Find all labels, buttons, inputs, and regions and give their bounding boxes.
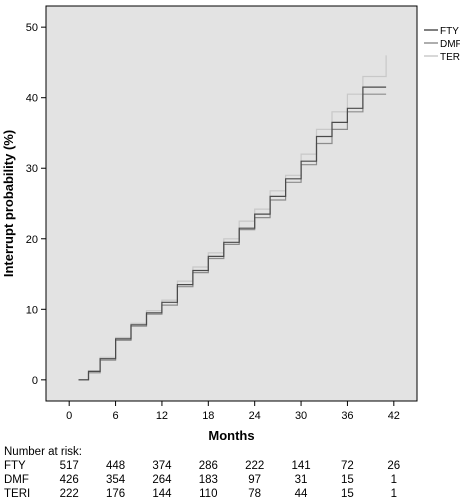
risk-cell: 78 [248,488,262,500]
legend-label: DMF [440,39,460,50]
y-axis-title: Interrupt probability (%) [1,130,16,277]
risk-row-label: FTY [4,460,26,472]
risk-cell: 144 [152,488,172,500]
y-tick-label: 10 [26,304,38,316]
risk-table: Number at risk: FTY 517 448 374 286 222 … [0,440,460,500]
risk-row-teri: TERI 222 176 144 110 78 44 15 1 [0,488,460,502]
y-tick-label: 30 [26,163,38,175]
risk-cell: 264 [152,474,172,486]
risk-cell: 517 [59,460,79,472]
series-line-fty [78,86,387,381]
risk-cell: 183 [198,474,218,486]
risk-row-label: TERI [4,488,31,500]
x-tick-label: 6 [113,410,119,422]
x-tick-label: 0 [66,410,72,422]
risk-cell: 141 [291,460,311,472]
risk-cell: 15 [341,488,354,500]
risk-cell: 26 [387,460,401,472]
risk-cell: 110 [199,488,218,500]
risk-cell: 15 [341,474,354,486]
y-tick-label: 50 [26,22,38,34]
risk-cell: 31 [294,474,308,486]
risk-cell: 1 [390,488,398,500]
risk-cell: 1 [390,474,398,486]
x-tick-label: 24 [249,410,261,422]
x-axis-title: Months [208,428,254,440]
risk-cell: 176 [105,488,126,500]
km-chart: 0 10 20 30 40 50 0 6 12 18 24 30 36 42 Months Interrupt… [1,5,460,440]
risk-cell: 374 [152,460,172,472]
legend-label: TERI [440,52,460,63]
risk-cell: 286 [198,460,218,472]
legend-label: FTY [440,26,459,37]
y-tick-label: 0 [32,375,38,387]
risk-cell: 44 [294,488,308,500]
y-tick-label: 20 [26,234,38,246]
risk-row-fty: FTY 517 448 374 286 222 141 72 26 [0,460,460,474]
risk-row-dmf: DMF 426 354 264 183 97 31 15 1 [0,474,460,488]
risk-cell: 354 [105,474,126,486]
risk-cell: 426 [59,474,79,486]
x-tick-label: 12 [156,410,168,422]
x-tick-label: 18 [202,410,214,422]
risk-cell: 222 [245,460,265,472]
risk-cell: 72 [341,460,354,472]
risk-row-label: DMF [4,474,29,486]
risk-table-title: Number at risk: [4,446,82,458]
x-tick-label: 30 [295,410,307,422]
risk-cell: 97 [248,474,262,486]
x-tick-label: 42 [388,410,400,422]
x-tick-label: 36 [341,410,353,422]
y-tick-label: 40 [26,93,38,105]
risk-cell: 448 [105,460,126,472]
risk-cell: 222 [59,488,79,500]
plot-area [45,5,418,402]
